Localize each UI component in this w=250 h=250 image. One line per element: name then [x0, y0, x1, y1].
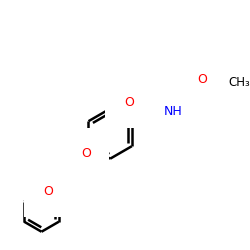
Text: O: O [197, 72, 207, 86]
Text: O: O [43, 185, 53, 198]
Text: NH: NH [164, 105, 182, 118]
Text: CH₃: CH₃ [228, 76, 250, 89]
Text: O: O [124, 96, 134, 109]
Text: O: O [81, 146, 91, 160]
